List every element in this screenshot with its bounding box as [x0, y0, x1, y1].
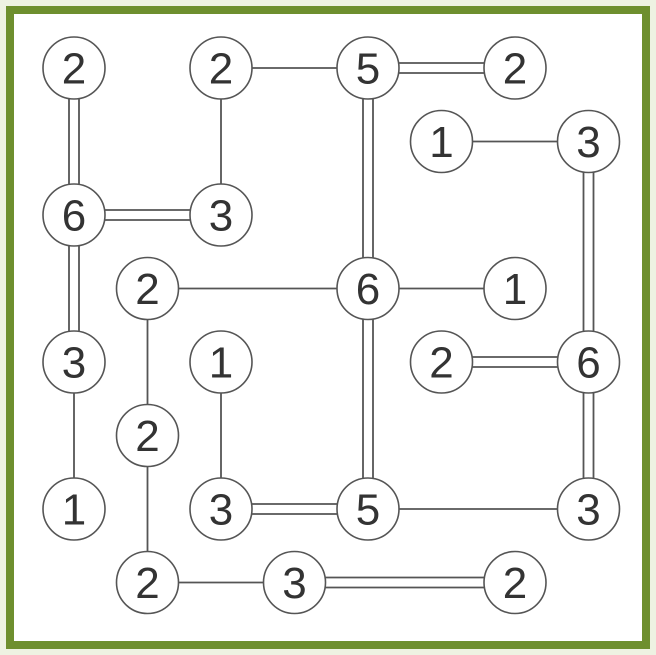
island-circle: [42, 36, 106, 100]
island-t[interactable]: 3: [556, 477, 621, 541]
island-r[interactable]: 3: [189, 477, 253, 541]
island-c[interactable]: 5: [336, 36, 400, 100]
puzzle-frame: [6, 6, 650, 649]
island-circle: [189, 477, 253, 541]
island-number: 5: [356, 486, 380, 535]
double-bridge-j-s[interactable]: [362, 288, 374, 510]
island-number: 3: [282, 559, 306, 608]
double-bridge-c-j[interactable]: [362, 68, 374, 289]
island-number: 1: [62, 486, 86, 535]
island-number: 3: [62, 339, 86, 388]
bridge-layer: [68, 62, 595, 589]
island-w[interactable]: 2: [483, 550, 547, 615]
island-circle: [483, 36, 547, 100]
island-b[interactable]: 2: [189, 36, 253, 100]
island-l[interactable]: 3: [42, 330, 106, 394]
island-circle: [483, 256, 547, 321]
island-circle: [336, 256, 400, 321]
island-number: 3: [576, 486, 600, 535]
island-circle: [189, 183, 253, 247]
island-number: 1: [503, 265, 527, 314]
island-h[interactable]: 3: [189, 183, 253, 247]
island-p[interactable]: 2: [115, 403, 180, 468]
island-e[interactable]: 1: [409, 109, 474, 174]
island-g[interactable]: 6: [42, 183, 106, 247]
island-number: 1: [209, 339, 233, 388]
island-number: 2: [503, 559, 527, 608]
island-v[interactable]: 3: [262, 550, 327, 615]
island-number: 2: [62, 45, 86, 94]
double-bridge-f-o[interactable]: [582, 141, 595, 363]
island-circle: [42, 477, 106, 541]
island-s[interactable]: 5: [336, 477, 400, 541]
island-q[interactable]: 1: [42, 477, 106, 541]
island-number: 3: [209, 192, 233, 241]
island-number: 6: [62, 192, 86, 241]
island-circle: [42, 183, 106, 247]
island-f[interactable]: 3: [556, 109, 621, 174]
island-number: 2: [135, 412, 159, 461]
island-number: 2: [135, 559, 159, 608]
island-number: 6: [576, 339, 600, 388]
island-u[interactable]: 2: [115, 550, 180, 615]
island-n[interactable]: 2: [409, 330, 474, 394]
island-circle: [189, 36, 253, 100]
island-number: 2: [209, 45, 233, 94]
island-circle: [115, 550, 180, 615]
island-number: 1: [429, 118, 453, 167]
island-m[interactable]: 1: [189, 330, 253, 394]
island-d[interactable]: 2: [483, 36, 547, 100]
island-a[interactable]: 2: [42, 36, 106, 100]
island-k[interactable]: 1: [483, 256, 547, 321]
island-circle: [556, 109, 621, 174]
island-circle: [336, 477, 400, 541]
island-number: 2: [429, 339, 453, 388]
island-number: 3: [209, 486, 233, 535]
island-circle: [189, 330, 253, 394]
island-o[interactable]: 6: [556, 330, 621, 394]
island-circle: [115, 403, 180, 468]
island-number: 3: [576, 118, 600, 167]
island-layer: 2 2 5 21 36 32 6 13 1 2 621 3 5 32 3 2: [42, 36, 621, 615]
island-circle: [115, 256, 180, 321]
island-circle: [262, 550, 327, 615]
island-circle: [409, 109, 474, 174]
island-number: 5: [356, 45, 380, 94]
island-circle: [556, 477, 621, 541]
island-number: 2: [503, 45, 527, 94]
island-circle: [42, 330, 106, 394]
island-circle: [409, 330, 474, 394]
island-i[interactable]: 2: [115, 256, 180, 321]
island-number: 2: [135, 265, 159, 314]
island-circle: [483, 550, 547, 615]
island-circle: [336, 36, 400, 100]
double-bridge-v-w[interactable]: [294, 576, 516, 589]
island-number: 6: [356, 265, 380, 314]
island-circle: [556, 330, 621, 394]
island-j[interactable]: 6: [336, 256, 400, 321]
